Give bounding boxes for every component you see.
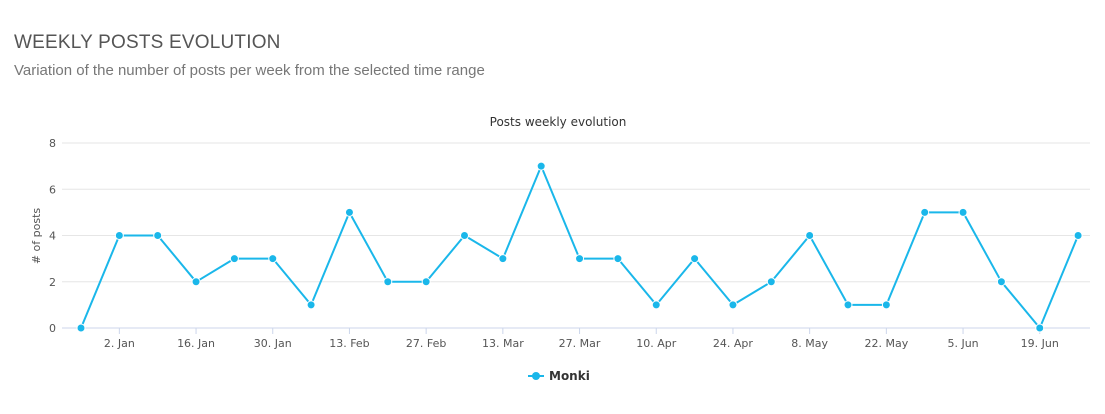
data-point[interactable]: [1035, 323, 1045, 333]
data-point[interactable]: [76, 323, 86, 333]
x-tick-label: 8. May: [791, 337, 828, 350]
y-tick-label: 4: [49, 230, 56, 243]
x-tick-label: 22. May: [864, 337, 908, 350]
legend-label-monki[interactable]: Monki: [549, 369, 590, 383]
y-tick-label: 2: [49, 276, 56, 289]
data-point[interactable]: [344, 207, 354, 217]
data-point[interactable]: [536, 161, 546, 171]
data-point[interactable]: [229, 254, 239, 264]
axes: 0 2 4 6 8 2. Jan 16. Jan 30. Jan 13. Feb 27. Feb 1…: [49, 137, 1090, 350]
data-point[interactable]: [651, 300, 661, 310]
data-point[interactable]: [498, 254, 508, 264]
data-point[interactable]: [268, 254, 278, 264]
data-point[interactable]: [114, 231, 124, 240]
x-tick-label: 2. Jan: [104, 337, 135, 350]
data-point[interactable]: [881, 300, 891, 310]
page-subtitle: Variation of the number of posts per wee…: [14, 62, 485, 79]
data-point[interactable]: [958, 207, 968, 217]
legend[interactable]: Monki: [528, 369, 590, 383]
y-tick-label: 0: [49, 322, 56, 335]
data-point[interactable]: [920, 207, 930, 217]
x-tick-label: 5. Jun: [947, 337, 978, 350]
x-tick-label: 13. Mar: [482, 337, 524, 350]
data-point[interactable]: [1073, 231, 1083, 240]
legend-marker-symbol: [532, 372, 540, 380]
x-tick-label: 13. Feb: [329, 337, 369, 350]
data-point[interactable]: [805, 231, 815, 240]
data-point[interactable]: [153, 231, 163, 240]
x-tick-label: 10. Apr: [636, 337, 676, 350]
data-point[interactable]: [460, 231, 469, 240]
data-point[interactable]: [613, 254, 623, 264]
data-point[interactable]: [421, 277, 431, 287]
series-line-monki: [80, 165, 1080, 329]
x-tick-label: 27. Mar: [559, 337, 601, 350]
x-tick-label: 30. Jan: [254, 337, 292, 350]
x-tick-label: 19. Jun: [1021, 337, 1059, 350]
data-point[interactable]: [843, 300, 853, 310]
grid-lines: [62, 142, 1090, 283]
y-axis-title: # of posts: [30, 208, 43, 265]
data-point[interactable]: [191, 277, 201, 287]
page-title: WEEKLY POSTS EVOLUTION: [14, 32, 281, 53]
series-layer: [76, 161, 1083, 333]
data-point[interactable]: [996, 277, 1006, 287]
data-point[interactable]: [766, 277, 776, 287]
y-tick-label: 8: [49, 137, 56, 150]
x-tick-label: 16. Jan: [177, 337, 215, 350]
data-point[interactable]: [690, 254, 700, 264]
header: WEEKLY POSTS EVOLUTION Variation of the …: [14, 32, 485, 79]
y-tick-label: 6: [49, 183, 56, 196]
x-tick-label: 27. Feb: [406, 337, 446, 350]
chart-title: Posts weekly evolution: [490, 115, 627, 129]
x-tick-label: 24. Apr: [713, 337, 753, 350]
data-point[interactable]: [575, 254, 585, 264]
data-point[interactable]: [383, 277, 393, 287]
data-point[interactable]: [306, 300, 316, 310]
data-point[interactable]: [728, 300, 738, 310]
